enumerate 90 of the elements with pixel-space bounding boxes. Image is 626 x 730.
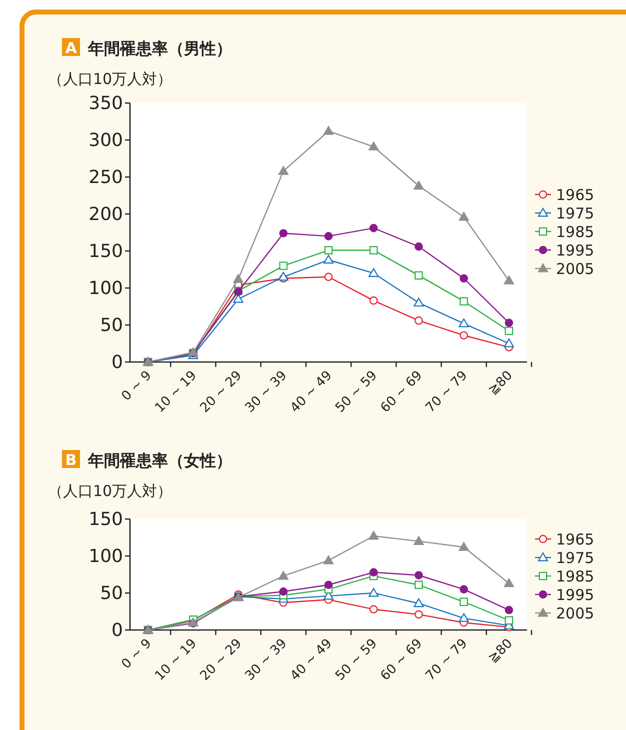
x-tick-label: 20 ~ 29 (198, 636, 246, 684)
point (368, 588, 379, 597)
point (279, 262, 288, 270)
y-tick-label: 100 (88, 278, 123, 299)
point (460, 331, 468, 340)
x-tick-label: 20 ~ 29 (198, 368, 246, 416)
point (369, 296, 378, 305)
y-tick-label: 50 (100, 315, 123, 336)
point (324, 246, 333, 254)
point (233, 274, 244, 283)
point (504, 326, 514, 336)
point (460, 297, 468, 306)
legend-label: 1985 (556, 568, 594, 586)
point (458, 542, 469, 551)
legend-label: 2005 (556, 260, 594, 278)
point (324, 272, 333, 282)
point (504, 578, 514, 588)
point (504, 616, 514, 625)
point (414, 298, 424, 307)
point (414, 610, 423, 619)
y-tick-label: 200 (88, 204, 123, 225)
point (279, 229, 288, 238)
x-tick-label: 40 ~ 49 (288, 368, 336, 416)
y-tick-label: 100 (88, 546, 123, 567)
point (414, 180, 424, 190)
point (414, 271, 423, 280)
legend-label: 1975 (556, 549, 594, 567)
x-tick-label: 50 ~ 59 (332, 368, 380, 416)
x-tick-label: 70 ~ 79 (423, 368, 471, 416)
text: B (65, 451, 77, 469)
point (368, 268, 379, 277)
x-tick-label: 10 ~ 19 (152, 636, 200, 684)
point (233, 294, 244, 303)
point (414, 580, 423, 590)
point (414, 598, 424, 608)
chart-title: 年間罹患率（男性） (87, 39, 232, 58)
point (278, 570, 288, 580)
point (369, 568, 378, 576)
point (460, 585, 468, 594)
point (460, 274, 468, 283)
x-tick-label: 30 ~ 39 (242, 368, 290, 416)
point (414, 536, 424, 545)
chart-title: 年間罹患率（女性） (87, 451, 232, 470)
point (323, 555, 334, 564)
point (504, 606, 514, 614)
y-tick-label: 300 (88, 130, 123, 151)
point (458, 318, 469, 328)
point (369, 224, 378, 232)
point (414, 571, 423, 580)
x-tick-label: 40 ~ 49 (288, 636, 336, 684)
legend-label: 1965 (556, 530, 594, 548)
legend-label: 1995 (556, 242, 594, 260)
y-tick-label: 350 (88, 93, 123, 114)
x-tick-label: 60 ~ 69 (378, 368, 426, 416)
point (504, 338, 514, 348)
point (458, 212, 469, 221)
point (323, 254, 334, 264)
y-axis-title: （人口10万人対） (48, 482, 172, 500)
x-tick-label: 30 ~ 39 (242, 636, 290, 684)
point (414, 242, 423, 251)
point (324, 232, 333, 240)
legend-label: 1995 (556, 586, 594, 604)
legend-label: 1975 (556, 204, 594, 222)
point (504, 276, 514, 284)
legend-label: 1965 (556, 186, 594, 204)
y-tick-label: 250 (88, 167, 123, 188)
legend-label: 2005 (556, 604, 594, 622)
point (323, 126, 334, 135)
text: A (65, 39, 78, 57)
point (504, 318, 514, 327)
x-tick-label: 10 ~ 19 (152, 368, 200, 416)
point (278, 166, 288, 175)
point (279, 587, 288, 596)
point (324, 580, 333, 590)
point (369, 605, 378, 614)
point (460, 598, 468, 606)
y-tick-label: 150 (88, 241, 123, 262)
legend-label: 1985 (556, 223, 594, 241)
x-tick-label: 50 ~ 59 (332, 636, 380, 684)
y-axis-title: （人口10万人対） (48, 70, 172, 88)
x-tick-label: 60 ~ 69 (378, 636, 426, 684)
point (368, 142, 379, 150)
point (369, 246, 378, 254)
point (278, 272, 288, 281)
point (414, 316, 423, 325)
x-tick-label: 70 ~ 79 (423, 636, 471, 684)
y-tick-label: 50 (100, 583, 123, 604)
y-tick-label: 150 (88, 509, 123, 530)
point (368, 530, 379, 540)
point (458, 613, 469, 622)
